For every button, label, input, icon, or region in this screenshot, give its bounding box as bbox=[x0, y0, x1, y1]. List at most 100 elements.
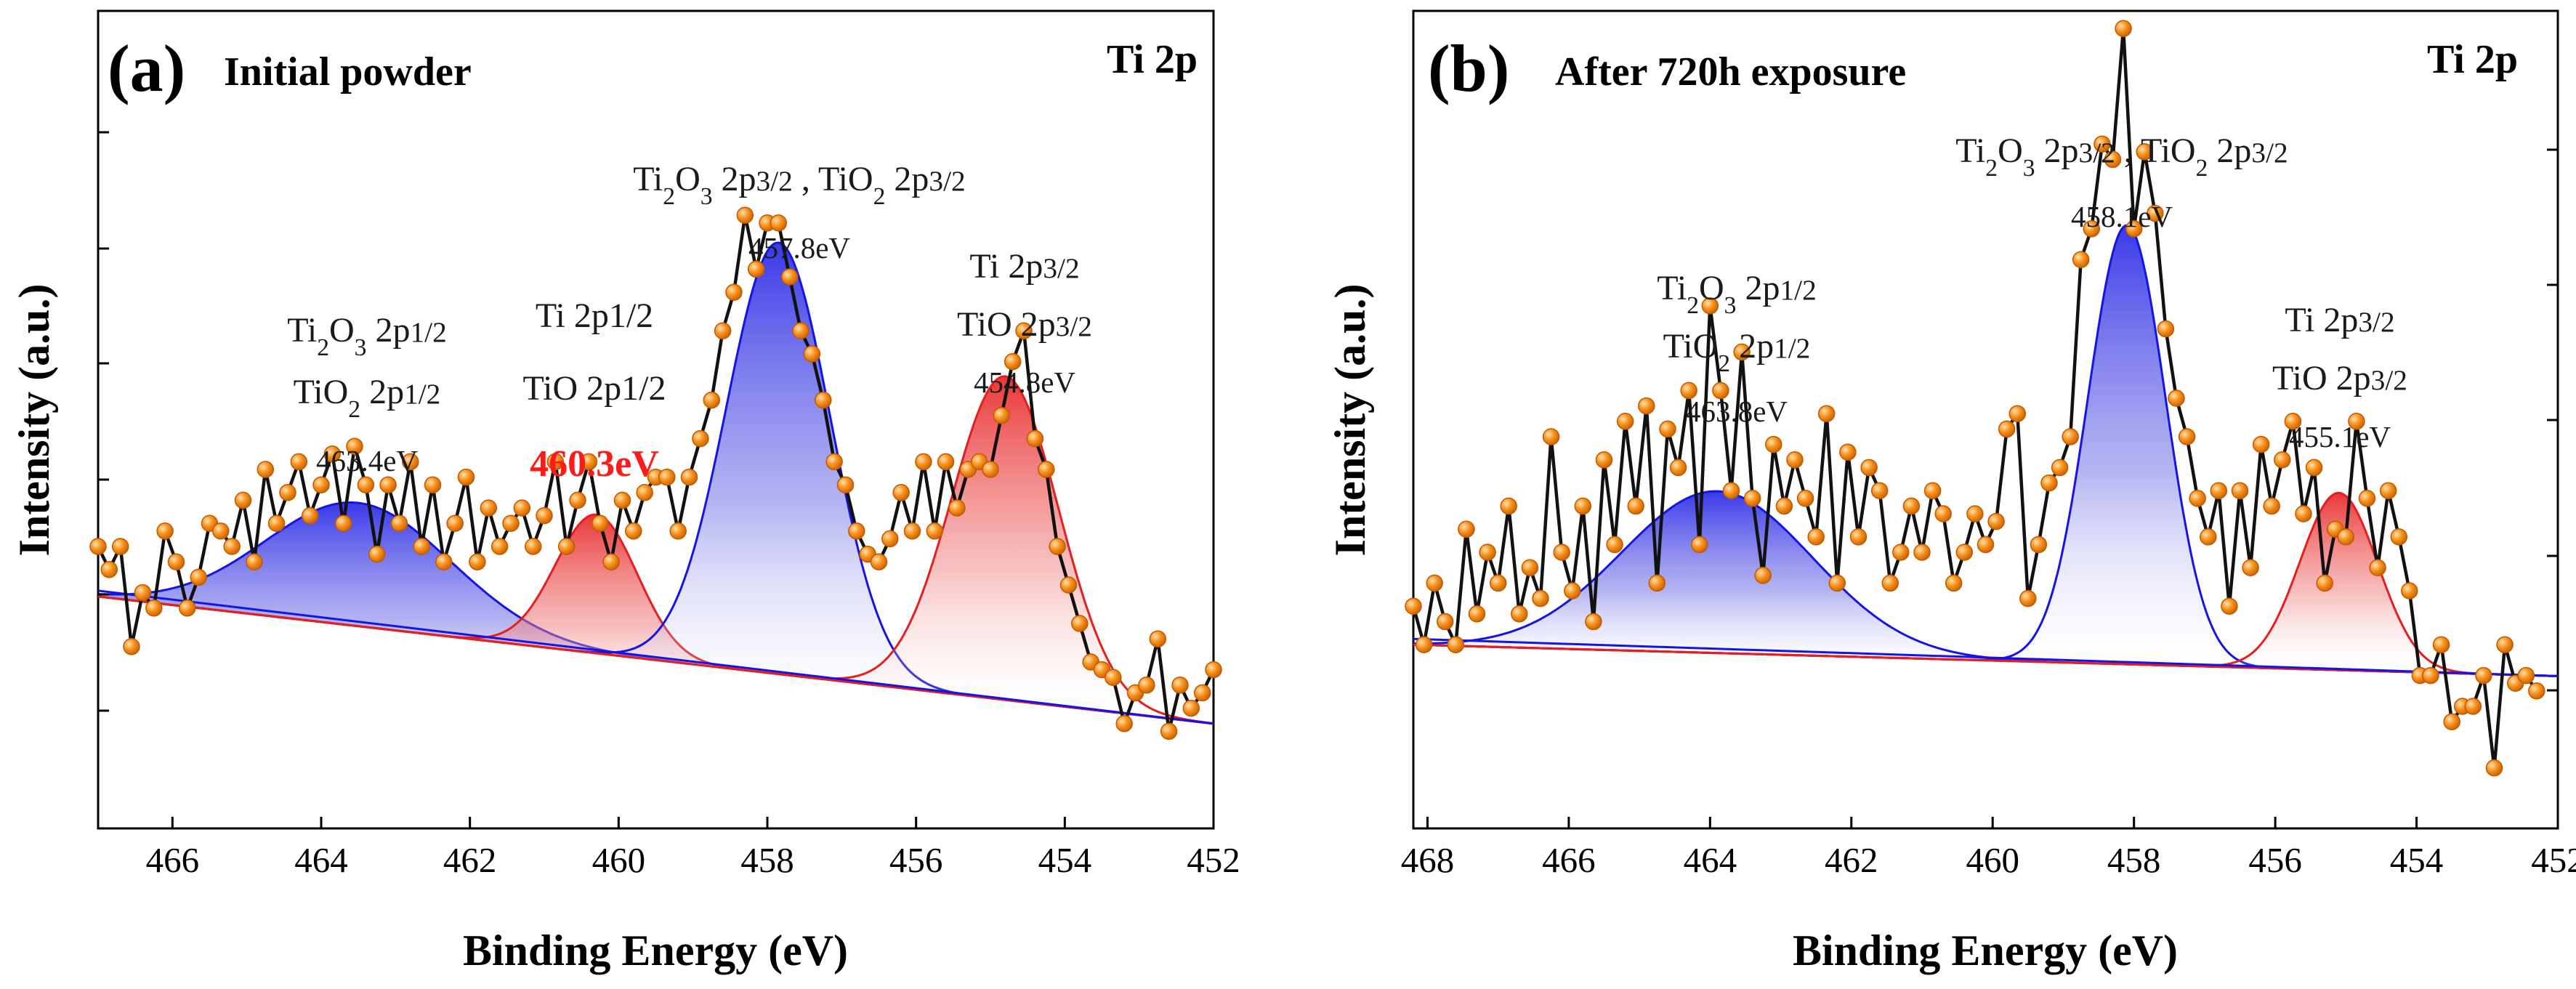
panel-b-data-point bbox=[2242, 559, 2259, 576]
panel-a-data-point bbox=[703, 391, 721, 409]
panel-b-data-point bbox=[1426, 574, 1443, 592]
panel-b-annotation: TiO2 2p1/2 bbox=[1663, 327, 1811, 377]
panel-b-data-point bbox=[2008, 405, 2027, 422]
panel-b-title: After 720h exposure bbox=[1555, 49, 1906, 94]
panel-b-data-point bbox=[1489, 574, 1507, 592]
panel-b-data-point bbox=[1977, 536, 1995, 554]
panel-a-data-point bbox=[179, 600, 196, 617]
panel-b-data-point bbox=[2072, 251, 2090, 268]
panel-a-data-point bbox=[625, 522, 642, 540]
panel-a-x-tick-label: 456 bbox=[889, 840, 943, 880]
panel-a-data-point bbox=[480, 499, 498, 517]
panel-b-data-point bbox=[1817, 405, 1836, 422]
panel-b-data-point bbox=[2104, 150, 2122, 169]
panel-a-data-point bbox=[1149, 630, 1167, 647]
panel-a-data-point bbox=[692, 429, 709, 448]
panel-b-y-ticks bbox=[2547, 148, 2558, 692]
panel-b-data-point bbox=[2485, 759, 2503, 777]
panel-a-annotation: TiO 2p1/2 bbox=[523, 369, 666, 408]
panel-b-data-point bbox=[1436, 613, 1454, 631]
panel-b-data-point bbox=[2125, 220, 2143, 238]
panel-a-x-tick-label: 462 bbox=[443, 840, 497, 880]
panel-a-data-point bbox=[413, 538, 430, 555]
panel-a-x-axis-title: Binding Energy (eV) bbox=[463, 927, 848, 974]
panel-b-data-point bbox=[2295, 505, 2312, 522]
panel-a-data-point bbox=[714, 322, 732, 339]
panel-b-x-tick-label: 452 bbox=[2531, 840, 2576, 880]
panel-b-peak-value: 458.1eV bbox=[2071, 200, 2173, 233]
panel-b-data-point bbox=[1987, 512, 2005, 530]
panel-b-data-point bbox=[1934, 505, 1952, 522]
panel-b-data-point bbox=[1669, 459, 1687, 477]
panel-b-data-point bbox=[2475, 666, 2492, 685]
panel-b-data-point bbox=[1648, 574, 1666, 592]
panel-a-data-point bbox=[903, 522, 921, 540]
panel-a-data-point bbox=[569, 491, 586, 509]
panel-a-data-point bbox=[1004, 352, 1022, 371]
panel-a-data-point bbox=[1049, 538, 1066, 555]
panel-a-x-tick-label: 460 bbox=[592, 840, 646, 880]
panel-a-data-point bbox=[502, 514, 520, 532]
panel-a-data-point bbox=[870, 553, 888, 570]
panel-a-data-point bbox=[591, 514, 609, 532]
panel-a-title: Initial powder bbox=[224, 49, 472, 94]
panel-b-data-point bbox=[2093, 135, 2111, 153]
panel-a-x-tick-label: 466 bbox=[146, 840, 200, 880]
panel-b-x-tick-label: 466 bbox=[1542, 840, 1596, 880]
panel-b-data-point bbox=[2337, 528, 2355, 546]
panel-a-data-point bbox=[402, 453, 419, 471]
panel-a-data-point bbox=[89, 538, 107, 555]
panel-a-data-point bbox=[223, 538, 241, 555]
panel-b-data-point bbox=[1796, 490, 1814, 507]
panel-a-highlight-value: 460.3eV bbox=[530, 443, 659, 485]
panel-b-data-point bbox=[2040, 474, 2058, 492]
panel-a-data-point bbox=[100, 561, 118, 578]
panel-b-data-point bbox=[2284, 413, 2302, 430]
panel-b-data-point bbox=[2178, 428, 2196, 445]
panel-a-data-point bbox=[123, 638, 140, 655]
panel-b-data-point bbox=[2168, 389, 2185, 407]
panel-a-annotation: Ti 2p3/2 bbox=[969, 247, 1079, 286]
panel-a-y-axis-title: Intensity (a.u.) bbox=[10, 283, 58, 556]
panel-b-background-blue bbox=[1413, 637, 2559, 677]
panel-a-data-point bbox=[881, 530, 899, 548]
panel-a-corner-label: Ti 2p bbox=[1107, 37, 1198, 82]
panel-a-data-point bbox=[725, 283, 743, 301]
panel-a-data-point bbox=[368, 545, 386, 563]
panel-b-x-ticks: 468 466 464 462 460 458 456 454 452 bbox=[1401, 817, 2576, 880]
panel-b-data-point bbox=[1638, 397, 1655, 415]
panel-a-y-ticks bbox=[98, 131, 109, 712]
panel-a-plot-frame bbox=[97, 9, 1215, 830]
panel-b-data-point bbox=[2147, 204, 2164, 222]
panel-b-data-point bbox=[1807, 528, 1825, 546]
panel-a-data-point bbox=[346, 437, 363, 455]
panel-a-peak-fill bbox=[98, 514, 1214, 724]
panel-a-data-point bbox=[156, 522, 174, 540]
panel-a-data-point bbox=[613, 491, 631, 509]
panel-a-x-ticks: 466 464 462 460 458 456 454 452 bbox=[146, 817, 1240, 880]
panel-a-data-point bbox=[580, 453, 598, 471]
panel-b-data-point bbox=[1468, 605, 1486, 623]
panel-b-peak-value: 455.1eV bbox=[2289, 420, 2391, 453]
panel-a-annotation: Ti2O3 2p1/2 bbox=[287, 311, 447, 361]
panel-b-data-point bbox=[1786, 451, 1804, 469]
panel-a-data-point bbox=[915, 453, 932, 471]
panel-b-data-point bbox=[2432, 636, 2450, 653]
panel-a-data-point bbox=[546, 453, 565, 471]
panel-b-data-point bbox=[2443, 713, 2460, 730]
panel-a-data-point bbox=[1026, 429, 1044, 448]
panel-b-data-point bbox=[2517, 666, 2535, 685]
panel-a-data-point bbox=[279, 484, 296, 501]
panel-a-data-point bbox=[134, 584, 152, 602]
panel-b-data-point bbox=[2464, 698, 2482, 715]
panel-b-data-point bbox=[1564, 582, 1581, 600]
panel-a-peak-fill bbox=[98, 376, 1214, 724]
panel-b-data-point bbox=[1542, 428, 1560, 445]
panel-a-data-point bbox=[825, 453, 843, 471]
panel-b-corner-label: Ti 2p bbox=[2427, 37, 2518, 82]
panel-a-data-point bbox=[334, 514, 352, 532]
panel-a-annotation: Ti2O3 2p3/2 , TiO2 2p3/2 bbox=[633, 160, 965, 210]
panel-a-background-blue bbox=[97, 589, 1214, 725]
panel-b-data-point bbox=[1775, 497, 1793, 515]
